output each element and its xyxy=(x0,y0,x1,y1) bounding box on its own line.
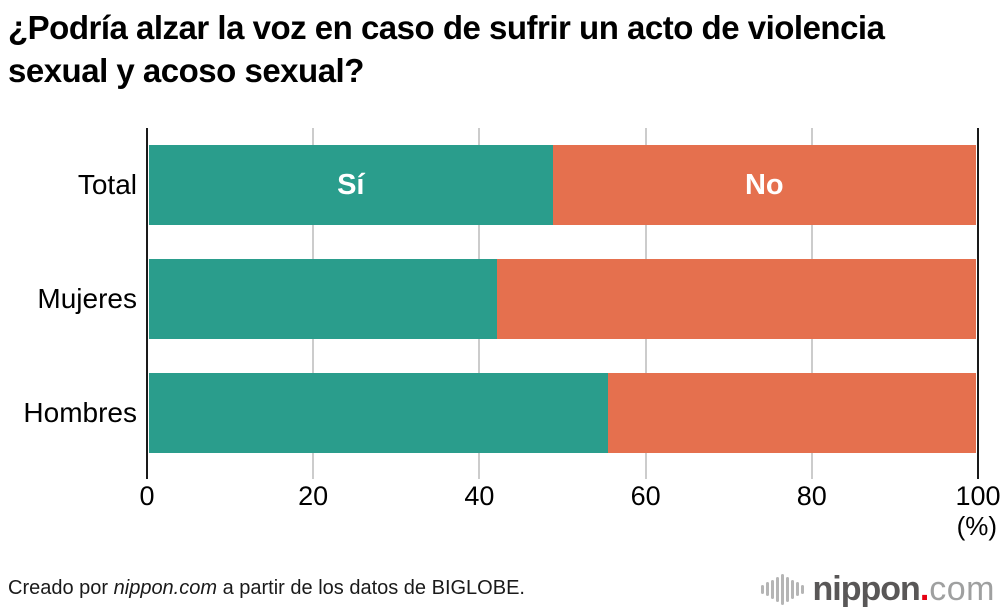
logo-bar xyxy=(790,579,794,599)
x-tick-label: 80 xyxy=(796,481,827,511)
soundwave-bars-icon xyxy=(760,573,804,605)
nippon-logo: nippon. com xyxy=(760,568,995,610)
plot-area: Sí No xyxy=(146,128,979,479)
bar-segment-si xyxy=(149,259,498,339)
credit-source: nippon.com xyxy=(113,577,218,599)
axis-line xyxy=(146,128,148,470)
bar-segment-si: Sí xyxy=(149,145,553,225)
logo-dot: . xyxy=(919,569,930,608)
category-label: Total xyxy=(77,169,137,200)
axis-tick xyxy=(146,470,148,479)
axis-tick xyxy=(644,470,647,479)
x-axis-tick-labels: 0 20 40 60 80 100 xyxy=(139,481,1000,515)
axis-line xyxy=(977,128,979,470)
logo-bar xyxy=(770,579,774,599)
logo-bar xyxy=(760,584,764,594)
axis-tick xyxy=(312,470,315,479)
axis-unit-label: (%) xyxy=(956,511,997,541)
logo-bar xyxy=(800,584,804,594)
bar-segment-no xyxy=(497,259,976,339)
category-label: Hombres xyxy=(23,397,137,428)
bar-row-total: Sí No xyxy=(149,145,976,225)
bar-segment-no: No xyxy=(552,145,976,225)
axis-tick xyxy=(478,470,481,479)
nippon-logo-text: nippon. com xyxy=(813,570,995,609)
logo-bar xyxy=(785,576,789,602)
credit-suffix: a partir de los datos de BIGLOBE. xyxy=(217,577,525,599)
bar-segment-no xyxy=(607,373,976,453)
x-tick-label: 60 xyxy=(630,481,661,511)
logo-bar xyxy=(780,573,784,605)
bar-row-hombres xyxy=(149,373,976,453)
logo-bar xyxy=(795,582,799,596)
credit-line: Creado por nippon.com a partir de los da… xyxy=(8,577,525,600)
x-tick-label: 20 xyxy=(298,481,329,511)
category-label: Mujeres xyxy=(37,283,137,314)
x-tick-label: 0 xyxy=(139,481,155,511)
x-tick-label: 100 xyxy=(955,481,1000,511)
logo-brand: nippon xyxy=(812,569,921,608)
bar-row-mujeres xyxy=(149,259,976,339)
series-label-no: No xyxy=(744,168,784,201)
logo-bar xyxy=(765,582,769,596)
axis-tick xyxy=(977,470,979,479)
series-label-si: Sí xyxy=(337,168,365,201)
category-labels: Total Mujeres Hombres xyxy=(0,128,137,470)
logo-tld: com xyxy=(929,569,995,608)
credit-prefix: Creado por xyxy=(8,577,114,599)
axis-tick xyxy=(810,470,813,479)
bar-segment-si xyxy=(149,373,608,453)
chart-title: ¿Podría alzar la voz en caso de sufrir u… xyxy=(8,9,885,89)
x-tick-label: 40 xyxy=(464,481,495,511)
logo-bar xyxy=(775,576,779,602)
